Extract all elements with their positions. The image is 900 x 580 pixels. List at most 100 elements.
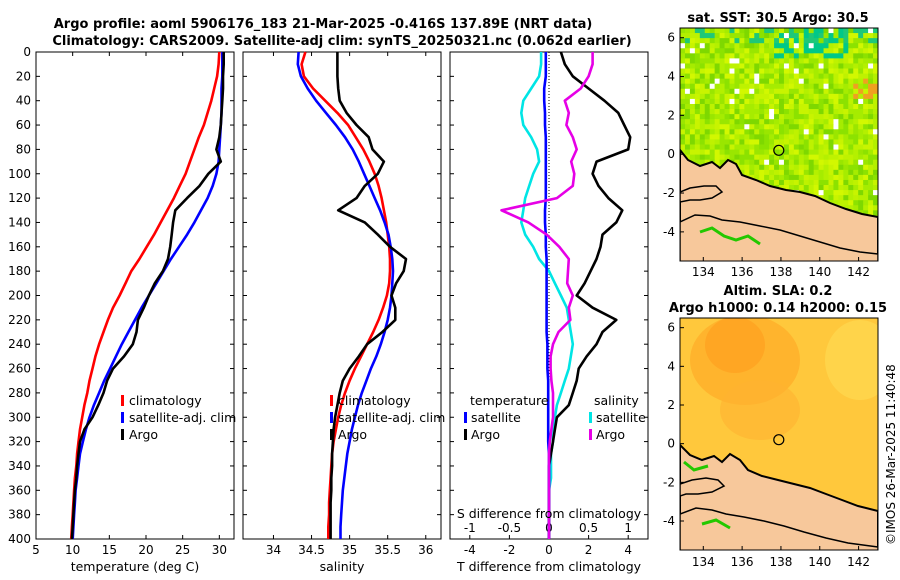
sst-cell — [734, 149, 740, 156]
sst-cell — [818, 98, 824, 105]
sst-cell — [853, 73, 859, 80]
depth-tick-label: 200 — [8, 289, 31, 303]
sst-cell — [868, 154, 874, 161]
sst-cell — [754, 68, 760, 74]
sst-cell — [774, 119, 780, 125]
sst-cell — [680, 119, 686, 125]
sst-cell — [774, 134, 780, 140]
sst-cell — [699, 114, 706, 120]
sst-cell — [734, 98, 740, 105]
sst-cell — [783, 134, 790, 140]
sst-cell — [858, 129, 864, 135]
x-tick-label: 5 — [32, 543, 40, 557]
sst-cell — [689, 98, 696, 105]
sst-cell — [704, 58, 711, 64]
sst-cell — [848, 114, 854, 120]
sst-cell — [744, 119, 750, 125]
sst-cell — [808, 185, 815, 191]
sst-cell — [714, 134, 720, 140]
sst-cell — [863, 139, 869, 145]
sla-warm-patch — [720, 380, 800, 440]
sst-cell — [813, 48, 819, 54]
sst-cell — [813, 63, 819, 69]
sst-cell — [734, 144, 740, 150]
salinity-x-axis: 34 34.5 35 35.5 36 — [266, 52, 433, 557]
sst-cell — [853, 144, 859, 150]
sst-cell — [833, 179, 839, 186]
sst-cell — [714, 53, 720, 59]
sst-cell — [680, 124, 686, 130]
sst-cell — [734, 134, 740, 140]
sst-cell — [858, 88, 864, 95]
sst-cell — [694, 149, 701, 156]
sst-cell — [759, 119, 765, 125]
sst-cell — [853, 33, 859, 39]
sst-cell — [788, 38, 795, 44]
sst-cell — [858, 195, 864, 201]
sst-cell — [699, 73, 706, 80]
sst-cell — [843, 159, 849, 166]
sst-cell — [848, 205, 854, 211]
sst-cell — [818, 149, 824, 156]
sst-cell — [714, 149, 720, 156]
sst-cell — [838, 190, 844, 196]
sst-cell — [783, 63, 790, 69]
x-tick-label: 15 — [102, 543, 117, 557]
sst-cell — [853, 78, 859, 85]
sst-cell — [729, 114, 735, 120]
sst-cell — [868, 114, 874, 120]
sst-cell — [793, 144, 800, 150]
sst-cell — [719, 63, 725, 69]
sst-cell — [813, 103, 819, 110]
sst-cell — [843, 119, 849, 125]
sst-cell — [858, 48, 864, 54]
sst-cell — [803, 48, 810, 54]
title-line-2: Climatology: CARS2009. Satellite-adj cli… — [52, 34, 631, 49]
sst-cell — [699, 88, 706, 95]
sst-cell — [744, 43, 750, 49]
sst-cell — [684, 109, 691, 115]
sst-cell — [769, 63, 775, 69]
sst-cell — [848, 103, 854, 110]
sst-cell — [838, 154, 844, 161]
sst-cell — [803, 179, 810, 186]
sst-cell — [868, 164, 874, 171]
sst-cell — [833, 174, 839, 181]
sst-cell — [779, 78, 785, 85]
depth-tick-label: 340 — [8, 459, 31, 473]
sst-cell — [699, 144, 706, 150]
sst-cell — [798, 103, 805, 110]
sst-cell — [739, 78, 745, 85]
sst-cell — [808, 114, 815, 120]
sst-cell — [704, 83, 711, 90]
sst-cell — [689, 68, 696, 74]
sst-cell — [868, 119, 874, 125]
sst-cell — [749, 58, 755, 64]
sst-cell — [853, 98, 859, 105]
sst-cell — [684, 144, 691, 150]
sst-cell — [853, 159, 859, 166]
sst-cell — [788, 159, 795, 166]
sst-cell — [684, 149, 691, 156]
sst-cell — [843, 33, 849, 39]
sst-cell — [833, 164, 839, 171]
sst-cell — [793, 73, 800, 80]
sst-cell — [813, 144, 819, 150]
sst-cell — [873, 103, 878, 110]
sst-cell — [863, 144, 869, 150]
sst-cell — [774, 169, 780, 176]
sst-cell — [848, 93, 854, 100]
sst-cell — [774, 129, 780, 135]
sst-cell — [744, 58, 750, 64]
sst-cell — [818, 164, 824, 171]
sst-cell — [764, 149, 770, 156]
sst-cell — [714, 119, 720, 125]
sst-cell — [783, 38, 790, 44]
sst-cell — [754, 63, 760, 69]
sst-cell — [739, 43, 745, 49]
sst-cell — [739, 124, 745, 130]
sst-cell — [808, 53, 815, 59]
sst-cell — [823, 190, 829, 196]
sst-cell — [848, 33, 854, 39]
sst-cell — [788, 78, 795, 85]
